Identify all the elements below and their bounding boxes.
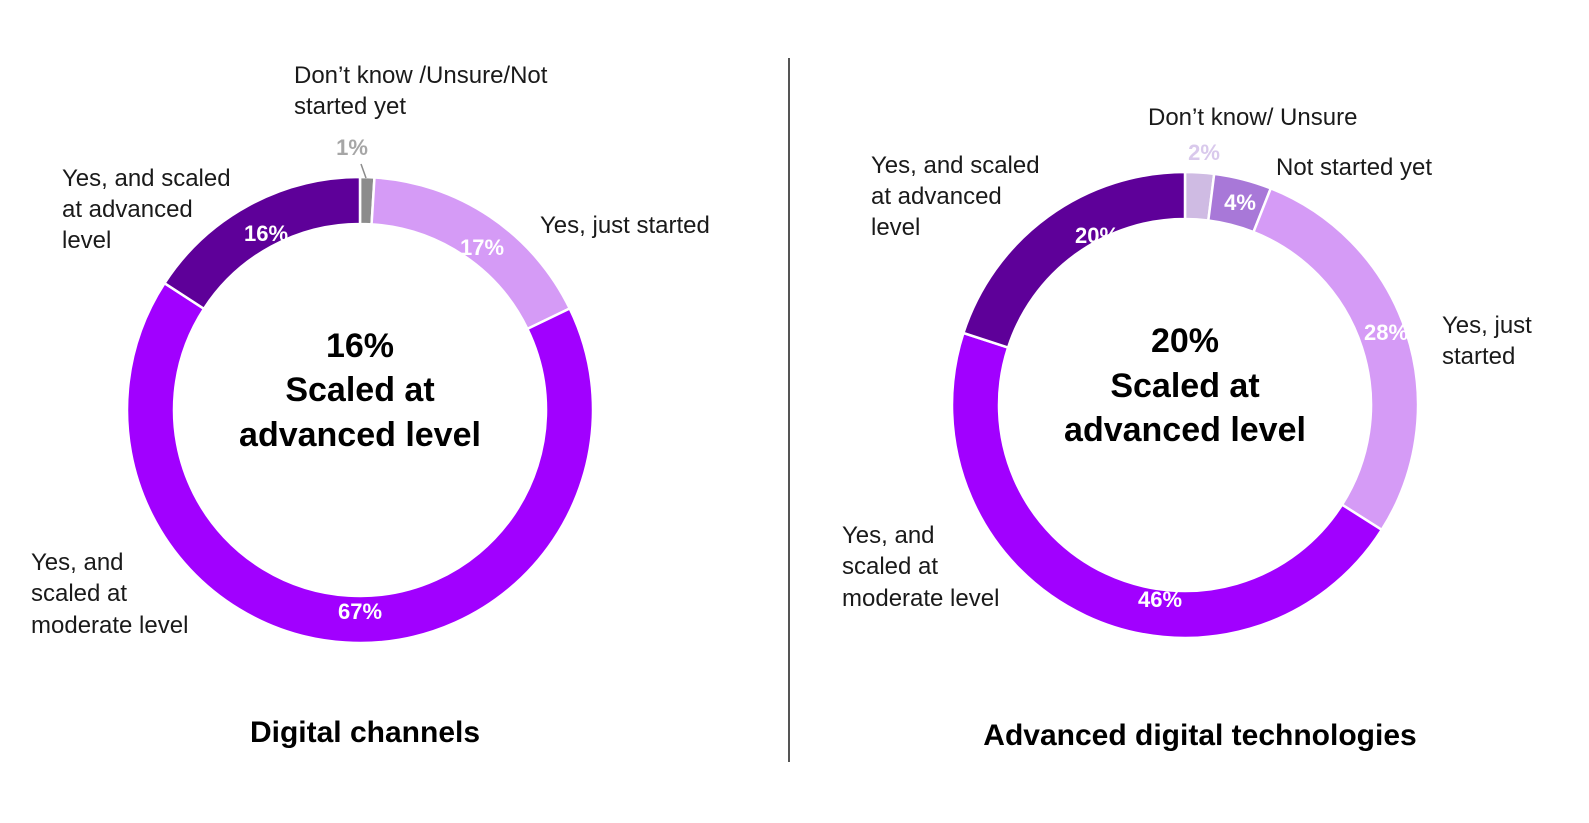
donut-slice-advanced bbox=[162, 175, 362, 311]
category-label-moderate: Yes, and scaled at moderate level bbox=[842, 522, 999, 612]
data-label-advanced: 16% bbox=[244, 221, 288, 246]
center-value: 20% bbox=[1151, 322, 1219, 360]
center-value: 16% bbox=[326, 327, 394, 365]
center-text: Scaled at bbox=[285, 371, 434, 409]
category-label-just-started: Yes, just started bbox=[540, 212, 710, 239]
category-label-advanced: Yes, and scaled at advanced level bbox=[871, 152, 1040, 241]
category-label-advanced: Yes, and scaled at advanced level bbox=[62, 165, 231, 254]
center-text: advanced level bbox=[239, 416, 481, 454]
data-label-not-started: 4% bbox=[1224, 190, 1256, 215]
donut-slice-just-started bbox=[1251, 186, 1420, 532]
donut-slice-advanced bbox=[961, 170, 1187, 350]
center-text: Scaled at bbox=[1110, 367, 1259, 405]
category-label-just-started: Yes, just started bbox=[1442, 312, 1532, 370]
data-label-dont-know: 2% bbox=[1188, 140, 1220, 165]
data-label-just-started: 17% bbox=[460, 235, 504, 260]
category-label-dont-know: Don’t know/ Unsure bbox=[1148, 104, 1357, 131]
chart-title: Advanced digital technologies bbox=[983, 719, 1416, 752]
category-label-moderate: Yes, and scaled at moderate level bbox=[31, 549, 188, 639]
chart-advanced-digital-technologies: 2% Don’t know/ Unsure 4% Not started yet 28%… bbox=[842, 104, 1532, 752]
donut-slice-moderate bbox=[950, 331, 1384, 640]
chart-digital-channels: 1% Don’t know /Unsure/Not started yet 17% Ye… bbox=[31, 62, 710, 749]
chart-title: Digital channels bbox=[250, 716, 480, 749]
data-label-just-started: 28% bbox=[1364, 320, 1408, 345]
data-label-advanced: 20% bbox=[1075, 223, 1119, 248]
category-label-not-started: Not started yet bbox=[1276, 154, 1432, 181]
data-label-moderate: 67% bbox=[338, 599, 382, 624]
donut-slice-moderate bbox=[125, 281, 595, 645]
data-label-dont-know: 1% bbox=[336, 135, 368, 160]
leader-line-dont-know bbox=[360, 163, 367, 179]
category-label-dont-know: Don’t know /Unsure/Not started yet bbox=[294, 62, 548, 120]
center-text: advanced level bbox=[1064, 411, 1306, 449]
data-label-moderate: 46% bbox=[1138, 587, 1182, 612]
